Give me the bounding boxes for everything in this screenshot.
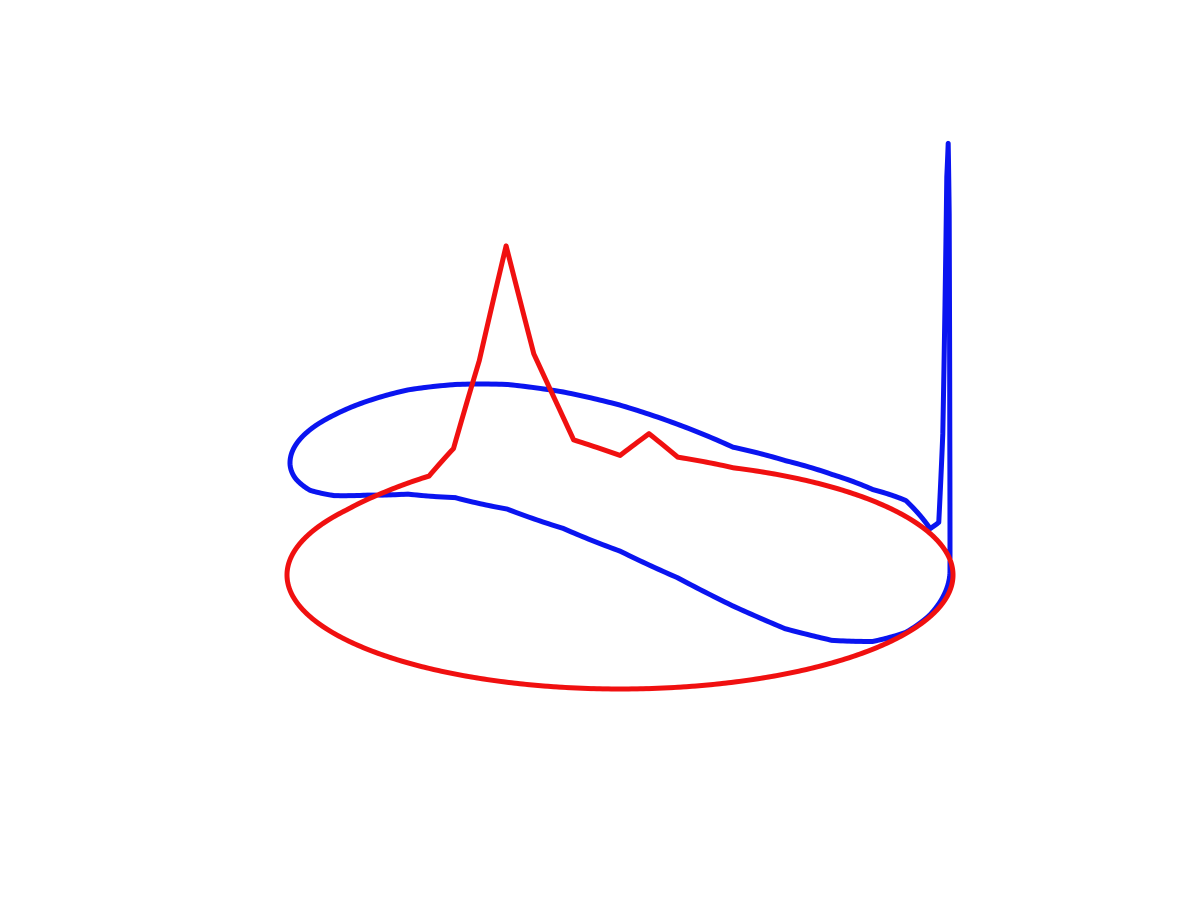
red-series-line: [284, 243, 956, 692]
series-layer: [284, 140, 956, 692]
blue-series-line: [287, 140, 953, 644]
